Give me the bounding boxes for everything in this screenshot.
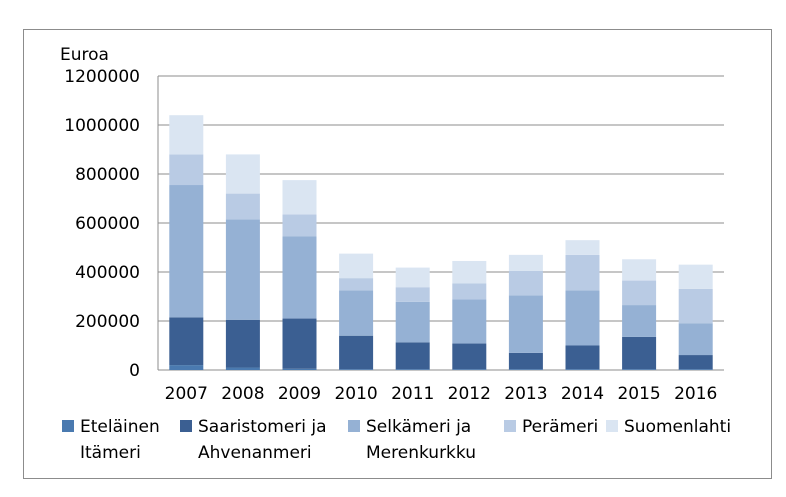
bar-segment	[282, 180, 317, 215]
bar-segment	[622, 280, 657, 306]
bar-segment	[339, 335, 374, 370]
bar-segment	[339, 369, 374, 370]
bar-segment	[339, 253, 374, 279]
bar-segment	[225, 319, 260, 368]
bar-segment	[508, 352, 543, 370]
x-tick-label: 2013	[504, 384, 547, 404]
bar-segment	[508, 270, 543, 296]
y-tick-label: 600000	[75, 214, 140, 234]
bar-segment	[282, 236, 317, 319]
x-tick-label: 2007	[165, 384, 208, 404]
x-tick-label: 2012	[448, 384, 491, 404]
bar-segment	[508, 295, 543, 353]
bar-segment	[565, 254, 600, 291]
bar-segment	[565, 345, 600, 370]
bar-segment	[622, 305, 657, 337]
legend-label: Ahvenanmeri	[198, 443, 312, 463]
x-tick-label: 2009	[278, 384, 321, 404]
bar-segment	[622, 369, 657, 370]
x-tick-label: 2011	[391, 384, 434, 404]
bar-segment	[169, 154, 204, 186]
x-tick-label: 2010	[334, 384, 377, 404]
bar-segment	[225, 219, 260, 320]
legend-label: Eteläinen	[80, 417, 160, 437]
legend-label: Perämeri	[522, 417, 598, 437]
y-tick-label: 1200000	[64, 67, 140, 87]
bar-segment	[678, 369, 713, 370]
y-unit-label: Euroa	[60, 45, 109, 65]
y-tick-label: 800000	[75, 165, 140, 185]
x-tick-label: 2014	[561, 384, 604, 404]
bar-segment	[339, 290, 374, 336]
legend-swatch	[606, 420, 618, 432]
bar-segment	[282, 318, 317, 369]
x-tick-label: 2008	[221, 384, 264, 404]
bar-segment	[622, 336, 657, 370]
bar-segment	[225, 367, 260, 370]
bar-segment	[678, 264, 713, 289]
bar-segment	[452, 283, 487, 300]
legend-swatch	[62, 420, 74, 432]
bar-segment	[282, 214, 317, 237]
bar-segment	[282, 368, 317, 370]
bar-segment	[678, 288, 713, 324]
bar-segment	[565, 369, 600, 370]
bar-segment	[565, 240, 600, 255]
bar-segment	[225, 154, 260, 194]
x-tick-label: 2015	[617, 384, 660, 404]
bar-segment	[622, 259, 657, 281]
legend-label: Selkämeri ja	[366, 417, 471, 437]
bar-segment	[678, 323, 713, 356]
legend-label: Itämeri	[80, 443, 141, 463]
legend-swatch	[180, 420, 192, 432]
bar-segment	[395, 301, 430, 343]
bar-segment	[169, 365, 204, 370]
bar-segment	[565, 290, 600, 346]
chart-frame	[23, 29, 772, 479]
legend-label: Suomenlahti	[624, 417, 731, 437]
legend-swatch	[348, 420, 360, 432]
y-tick-label: 400000	[75, 263, 140, 283]
legend-swatch	[504, 420, 516, 432]
y-tick-label: 200000	[75, 312, 140, 332]
bar-segment	[395, 287, 430, 302]
bar-segment	[339, 278, 374, 291]
bar-segment	[169, 115, 204, 155]
bar-segment	[225, 193, 260, 220]
bar-segment	[395, 342, 430, 370]
bar-segment	[678, 355, 713, 370]
bar-segment	[169, 317, 204, 366]
y-tick-label: 0	[129, 361, 140, 381]
y-tick-label: 1000000	[64, 116, 140, 136]
bar-segment	[452, 369, 487, 370]
legend-label: Merenkurkku	[366, 443, 476, 463]
bar-segment	[452, 260, 487, 284]
bar-segment	[452, 343, 487, 370]
bar-segment	[395, 369, 430, 370]
bar-segment	[169, 185, 204, 318]
bar-segment	[508, 369, 543, 370]
x-tick-label: 2016	[674, 384, 717, 404]
bar-segment	[395, 267, 430, 288]
bar-segment	[452, 299, 487, 344]
bar-segment	[508, 254, 543, 271]
legend-label: Saaristomeri ja	[198, 417, 327, 437]
